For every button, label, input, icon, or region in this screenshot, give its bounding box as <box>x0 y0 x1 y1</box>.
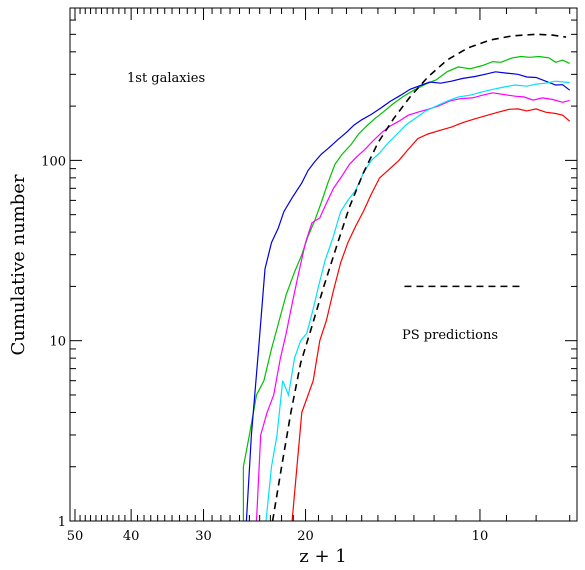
series-line-2 <box>245 71 571 522</box>
y-tick-label: 10 <box>49 335 66 350</box>
y-axis-label: Cumulative number <box>8 174 29 355</box>
series-line-6 <box>271 33 567 522</box>
annotation-ps-predictions: PS predictions <box>402 328 498 343</box>
x-tick-label: 20 <box>297 529 314 544</box>
x-tick-label: 10 <box>472 529 489 544</box>
y-tick-label: 1 <box>58 515 66 530</box>
plot-frame <box>69 7 578 522</box>
series-line-4 <box>265 80 570 522</box>
x-tick-label: 50 <box>67 529 84 544</box>
y-axis: 1 10 100 <box>41 7 577 530</box>
x-tick-label: 40 <box>123 529 140 544</box>
series-line-1 <box>242 55 570 521</box>
series-line-5 <box>291 108 571 522</box>
x-tick-label: 30 <box>195 529 212 544</box>
series-line-3 <box>255 92 570 522</box>
annotation-first-galaxies: 1st galaxies <box>127 71 205 86</box>
x-axis-label: z + 1 <box>299 546 346 567</box>
y-tick-label: 100 <box>41 154 66 169</box>
plot-lines <box>242 33 571 522</box>
x-axis: 50 40 30 20 10 <box>67 8 571 544</box>
